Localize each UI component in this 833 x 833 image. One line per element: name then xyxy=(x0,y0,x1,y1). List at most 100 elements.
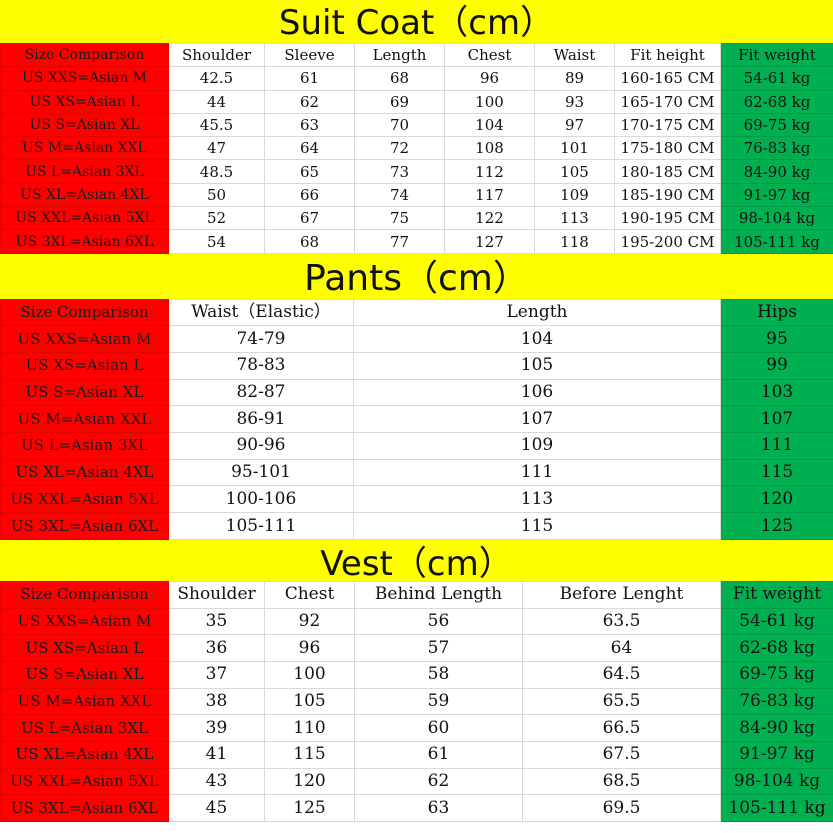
vest-header-cell: Before Lenght xyxy=(522,580,721,609)
vest-cell: 100 xyxy=(264,660,355,689)
suit-coat-cell: 175-180 CM xyxy=(614,136,721,161)
suit-coat-cell: US S=Asian XL xyxy=(0,112,169,138)
suit-coat-cell: 98-104 kg xyxy=(720,206,833,231)
pants-cell: US 3XL=Asian 6XL xyxy=(0,512,169,540)
pants-row: US S=Asian XL 82-87 106 103 xyxy=(0,378,833,407)
vest-cell: 45 xyxy=(168,794,265,823)
pants-cell: US XXL=Asian 5XL xyxy=(0,485,169,514)
vest-cell: 64.5 xyxy=(522,660,721,689)
pants-header-cell: Hips xyxy=(720,298,833,327)
pants-row: US M=Asian XXL 86-91 107 107 xyxy=(0,405,833,434)
pants-cell: 111 xyxy=(720,432,833,460)
suit-coat-cell: 70 xyxy=(354,112,445,138)
pants-cell: US XXS=Asian M xyxy=(0,325,169,354)
suit-coat-cell: 160-165 CM xyxy=(614,66,721,91)
pants-cell: US XL=Asian 4XL xyxy=(0,458,169,487)
pants-cell: US M=Asian XXL xyxy=(0,405,169,434)
pants-cell: US XS=Asian L xyxy=(0,352,169,380)
suit-coat-cell: 68 xyxy=(354,66,445,91)
suit-coat-cell: 105 xyxy=(534,159,615,184)
suit-coat-header-cell: Fit height xyxy=(614,42,721,68)
vest-cell: 96 xyxy=(264,634,355,662)
pants-cell: 99 xyxy=(720,352,833,380)
vest-row: US XXS=Asian M 35 92 56 63.5 54-61 kg xyxy=(0,607,833,636)
pants-cell: 107 xyxy=(720,405,833,434)
suit-coat-header-cell: Chest xyxy=(444,42,535,68)
suit-coat-cell: 47 xyxy=(168,136,265,161)
suit-coat-cell: 185-190 CM xyxy=(614,182,721,208)
pants-cell: 115 xyxy=(353,512,721,540)
vest-cell: 62 xyxy=(354,767,523,796)
vest-cell: 84-90 kg xyxy=(720,714,833,742)
suit-coat-header-cell: Size Comparison xyxy=(0,42,169,68)
pants-header-row: Size Comparison Waist（Elastic） Length Hips xyxy=(0,298,833,327)
pants-cell: 86-91 xyxy=(168,405,354,434)
pants-cell: 125 xyxy=(720,512,833,540)
vest-cell: 76-83 kg xyxy=(720,687,833,716)
vest-cell: US L=Asian 3XL xyxy=(0,714,169,742)
pants-cell: 95-101 xyxy=(168,458,354,487)
suit-coat-cell: 63 xyxy=(264,112,355,138)
pants-cell: 103 xyxy=(720,378,833,407)
vest-cell: 35 xyxy=(168,607,265,636)
vest-cell: 67.5 xyxy=(522,740,721,769)
vest-cell: 38 xyxy=(168,687,265,716)
vest-cell: 37 xyxy=(168,660,265,689)
vest-cell: US XS=Asian L xyxy=(0,634,169,662)
pants-cell: 78-83 xyxy=(168,352,354,380)
vest-cell: 64 xyxy=(522,634,721,662)
suit-coat-cell: 77 xyxy=(354,229,445,254)
suit-coat-cell: 127 xyxy=(444,229,535,254)
suit-coat-cell: 74 xyxy=(354,182,445,208)
vest-cell: 60 xyxy=(354,714,523,742)
vest-row: US XS=Asian L 36 96 57 64 62-68 kg xyxy=(0,634,833,662)
vest-cell: 39 xyxy=(168,714,265,742)
vest-header-cell: Chest xyxy=(264,580,355,609)
vest-cell: 61 xyxy=(354,740,523,769)
vest-cell: US 3XL=Asian 6XL xyxy=(0,794,169,823)
vest-cell: 115 xyxy=(264,740,355,769)
suit-coat-cell: 109 xyxy=(534,182,615,208)
vest-cell: 105-111 kg xyxy=(720,794,833,823)
suit-coat-header-cell: Waist xyxy=(534,42,615,68)
pants-cell: 104 xyxy=(353,325,721,354)
suit-coat-row: US XS=Asian L 44 62 69 100 93 165-170 CM 62-68 … xyxy=(0,89,833,114)
vest-cell: US XXL=Asian 5XL xyxy=(0,767,169,796)
suit-coat-cell: 73 xyxy=(354,159,445,184)
vest-cell: 92 xyxy=(264,607,355,636)
vest-cell: 105 xyxy=(264,687,355,716)
pants-cell: 109 xyxy=(353,432,721,460)
suit-coat-cell: 66 xyxy=(264,182,355,208)
vest-cell: 125 xyxy=(264,794,355,823)
pants-cell: 105 xyxy=(353,352,721,380)
suit-coat-cell: US XL=Asian 4XL xyxy=(0,182,169,208)
pants-cell: 82-87 xyxy=(168,378,354,407)
vest-cell: 57 xyxy=(354,634,523,662)
suit-coat-cell: 68 xyxy=(264,229,355,254)
suit-coat-row: US M=Asian XXL 47 64 72 108 101 175-180 CM 76-8… xyxy=(0,136,833,161)
vest-cell: 59 xyxy=(354,687,523,716)
suit-coat-cell: 69 xyxy=(354,89,445,114)
suit-coat-cell: 112 xyxy=(444,159,535,184)
suit-coat-cell: 108 xyxy=(444,136,535,161)
vest-header-cell: Fit weight xyxy=(720,580,833,609)
suit-coat-row: US L=Asian 3XL 48.5 65 73 112 105 180-185 CM 84… xyxy=(0,159,833,184)
suit-coat-cell: US XXS=Asian M xyxy=(0,66,169,91)
vest-cell: 41 xyxy=(168,740,265,769)
vest-row: US L=Asian 3XL 39 110 60 66.5 84-90 kg xyxy=(0,714,833,742)
suit-coat-cell: 44 xyxy=(168,89,265,114)
suit-coat-cell: 42.5 xyxy=(168,66,265,91)
pants-cell: 74-79 xyxy=(168,325,354,354)
suit-coat-header-cell: Sleeve xyxy=(264,42,355,68)
suit-coat-cell: 180-185 CM xyxy=(614,159,721,184)
vest-cell: 66.5 xyxy=(522,714,721,742)
pants-cell: 95 xyxy=(720,325,833,354)
suit-coat-cell: 100 xyxy=(444,89,535,114)
pants-cell: 111 xyxy=(353,458,721,487)
suit-coat-cell: US M=Asian XXL xyxy=(0,136,169,161)
suit-coat-title: Suit Coat（cm） xyxy=(0,0,833,43)
vest-header-cell: Shoulder xyxy=(168,580,265,609)
suit-coat-cell: 69-75 kg xyxy=(720,112,833,138)
suit-coat-cell: 50 xyxy=(168,182,265,208)
pants-cell: 106 xyxy=(353,378,721,407)
